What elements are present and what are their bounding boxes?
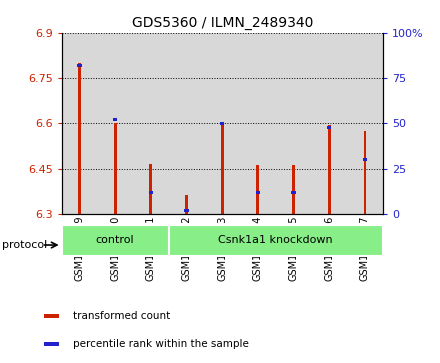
Bar [169, 225, 383, 256]
Bar [220, 122, 224, 125]
Text: transformed count: transformed count [73, 311, 170, 321]
Text: protocol: protocol [2, 240, 48, 250]
Text: control: control [96, 236, 135, 245]
Bar [328, 125, 331, 214]
Title: GDS5360 / ILMN_2489340: GDS5360 / ILMN_2489340 [132, 16, 313, 30]
Bar [44, 314, 59, 318]
Bar [114, 123, 117, 214]
Bar [221, 122, 224, 214]
Bar [184, 209, 189, 212]
Bar [292, 165, 295, 214]
Bar [97, 33, 133, 214]
Text: percentile rank within the sample: percentile rank within the sample [73, 339, 249, 349]
Bar [204, 33, 240, 214]
Bar [291, 191, 296, 194]
Bar [77, 64, 81, 67]
Bar [113, 118, 117, 121]
Bar [257, 165, 259, 214]
Bar [276, 33, 312, 214]
Bar [149, 191, 153, 194]
Bar [363, 131, 367, 214]
Bar [169, 33, 204, 214]
Bar [78, 63, 81, 214]
Bar [62, 33, 97, 214]
Bar [363, 158, 367, 161]
Bar [150, 164, 152, 214]
Bar [133, 33, 169, 214]
Text: Csnk1a1 knockdown: Csnk1a1 knockdown [218, 236, 333, 245]
Bar [240, 33, 276, 214]
Bar [185, 195, 188, 214]
Bar [347, 33, 383, 214]
Bar [327, 126, 331, 129]
Bar [44, 342, 59, 346]
Bar [312, 33, 347, 214]
Bar [62, 225, 169, 256]
Bar [256, 191, 260, 194]
